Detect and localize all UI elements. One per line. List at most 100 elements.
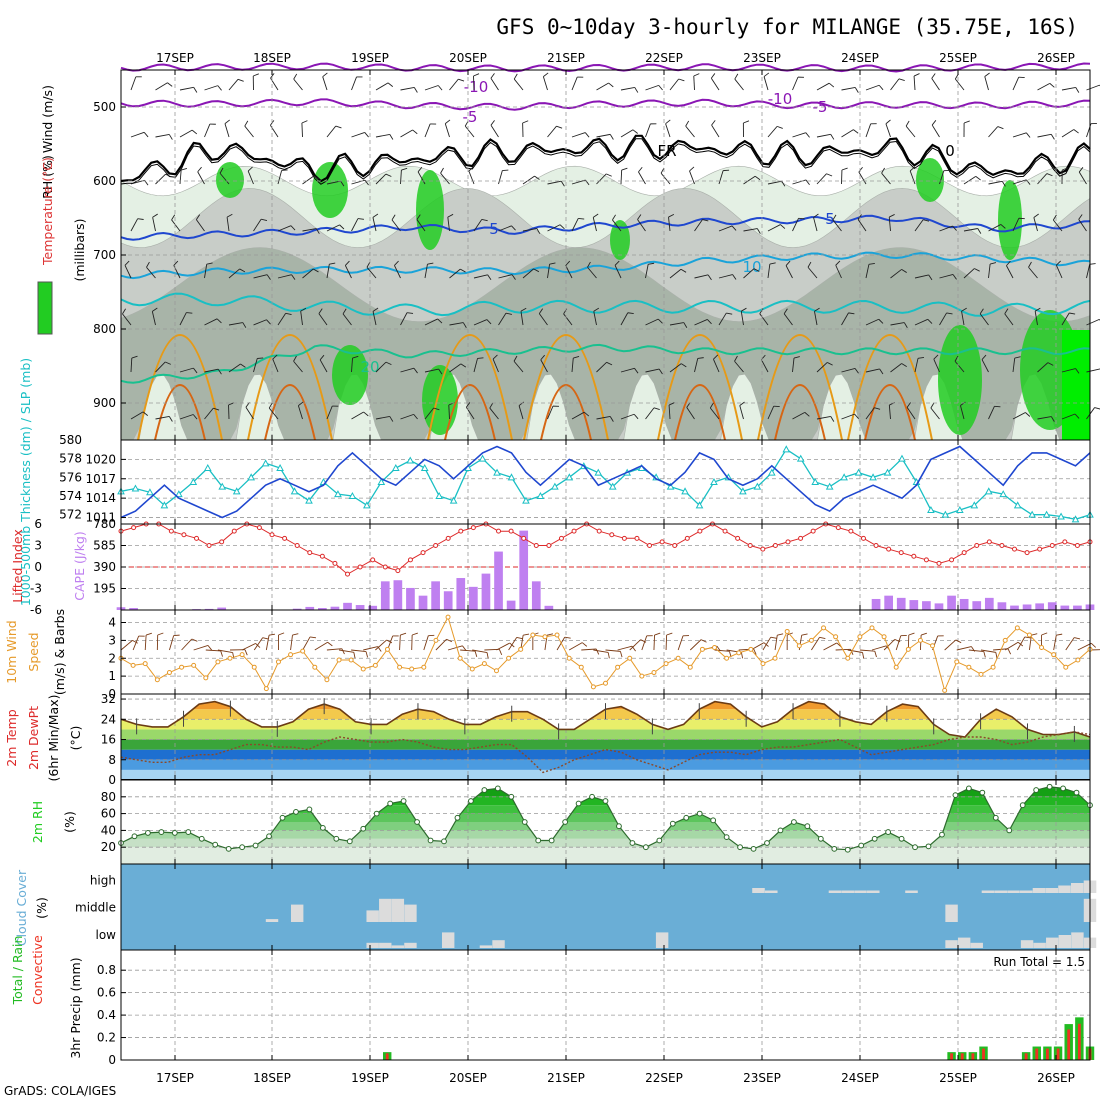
rh-moist-blob xyxy=(312,162,348,218)
lifted-index-point xyxy=(407,557,413,563)
wind-barb xyxy=(124,265,132,279)
thickness-point xyxy=(261,459,270,467)
wind-barb-flag xyxy=(1025,412,1031,417)
lifted-index-point xyxy=(898,550,904,556)
wind-barb-flag xyxy=(984,72,990,77)
wind-barb xyxy=(473,358,478,373)
wind-barb-flag xyxy=(1074,413,1080,419)
rh-axis-label: 2m RH xyxy=(30,801,45,843)
cloud-cell-high xyxy=(866,890,880,893)
wind-barb-flag xyxy=(523,633,530,636)
wind-barb-flag xyxy=(578,218,585,220)
wind-barb xyxy=(464,125,475,138)
rh-point xyxy=(737,844,743,851)
y-tick-label: 32 xyxy=(101,692,116,706)
wind-barb xyxy=(718,225,733,232)
rh-moist-blob xyxy=(416,170,444,250)
wind-barb xyxy=(710,78,720,91)
y-tick-label: 1014 xyxy=(85,491,116,505)
wind-barb xyxy=(571,218,579,232)
wind-barb xyxy=(813,217,818,232)
precip-convective-bar xyxy=(1024,1053,1028,1060)
wind-barb-flag xyxy=(416,214,421,220)
wind-barb-flag xyxy=(979,308,984,314)
thickness-slp-panel: 580 578 576 574 572 1020 1017 1014 1011 1000-500m… xyxy=(18,358,1094,606)
wind-barb xyxy=(767,224,781,232)
wind-barb-flag xyxy=(634,87,639,93)
thickness-point xyxy=(941,510,950,518)
wind-barb xyxy=(375,361,387,373)
lifted-index-point xyxy=(282,535,288,541)
temp-band xyxy=(121,769,1090,780)
cloud-cell-high xyxy=(994,890,1008,893)
wind-speed-point xyxy=(772,655,778,661)
rh-point xyxy=(521,819,528,825)
wind-barb-flag xyxy=(862,652,865,659)
wind-barb-flag xyxy=(697,357,704,359)
wind-speed-point xyxy=(179,664,185,670)
cape-bar xyxy=(129,608,138,610)
wind-speed-point xyxy=(324,677,330,683)
cape-bar xyxy=(934,603,944,610)
wind-barb-flag xyxy=(713,354,719,360)
y-tick-label: 195 xyxy=(93,582,116,596)
thickness-tick-label: 572 xyxy=(59,508,82,522)
wind-barb-flag xyxy=(353,652,356,659)
wind-barb xyxy=(556,636,566,651)
wind-barb xyxy=(816,362,828,373)
wind-barb xyxy=(859,649,875,652)
temp-band xyxy=(121,719,1090,730)
rh-point xyxy=(548,837,555,844)
wind-barb-flag xyxy=(207,645,213,651)
lifted-index-point xyxy=(521,535,527,541)
precip-convective-bar xyxy=(385,1053,389,1060)
wind-barb-flag xyxy=(486,319,492,325)
thickness-point xyxy=(710,477,718,485)
axis-label-part: Total / Rain xyxy=(10,936,25,1006)
wind-barb xyxy=(424,123,431,138)
wind-barb-flag xyxy=(217,85,222,91)
cloud-cell-middle xyxy=(366,910,379,922)
wind-barb-flag xyxy=(318,308,323,314)
wind-speed-point xyxy=(263,686,269,692)
wind-barb xyxy=(783,313,793,326)
wind-barb xyxy=(763,76,769,91)
wind-barb-flag xyxy=(770,636,777,639)
wind-barb-flag xyxy=(657,318,663,324)
lifted-index-point xyxy=(395,568,401,574)
wind-barb-flag xyxy=(1056,633,1063,636)
wind-barb xyxy=(155,361,166,373)
rh-moist-blob xyxy=(422,365,458,435)
wind-speed-point xyxy=(433,637,439,643)
cape-bar xyxy=(1022,604,1032,610)
wind-barb xyxy=(132,635,140,651)
thickness-point xyxy=(840,473,848,481)
wind-barb-flag xyxy=(853,129,859,134)
lifted-index-point xyxy=(194,535,200,541)
cape-bar xyxy=(380,581,390,610)
wind-barb-flag xyxy=(885,119,891,125)
thickness-point xyxy=(551,482,559,490)
wind-barb-flag xyxy=(609,416,614,422)
wind-barb-flag xyxy=(923,219,930,222)
wind-barb xyxy=(596,173,607,185)
wind-barb-flag xyxy=(534,175,540,180)
wind-barb-flag xyxy=(339,224,345,230)
wind-barb-flag xyxy=(364,179,369,186)
rh-point xyxy=(185,829,192,835)
wind-barb-flag xyxy=(220,650,223,657)
wind-barb-flag xyxy=(301,120,308,124)
wind-barb xyxy=(1012,77,1020,91)
rh-band xyxy=(121,822,1090,831)
wind-barb-flag xyxy=(342,308,347,315)
rh-point xyxy=(481,787,488,793)
wind-barb xyxy=(228,79,239,91)
rh-point xyxy=(441,838,447,845)
cape-bar xyxy=(531,581,541,610)
cloud-cell-high xyxy=(841,890,855,893)
wind-barb xyxy=(1061,368,1076,373)
wind-barb xyxy=(963,228,978,232)
wind-speed-point xyxy=(542,634,548,640)
wind-barb-flag xyxy=(759,308,764,314)
y-tick-label: 700 xyxy=(93,248,116,262)
